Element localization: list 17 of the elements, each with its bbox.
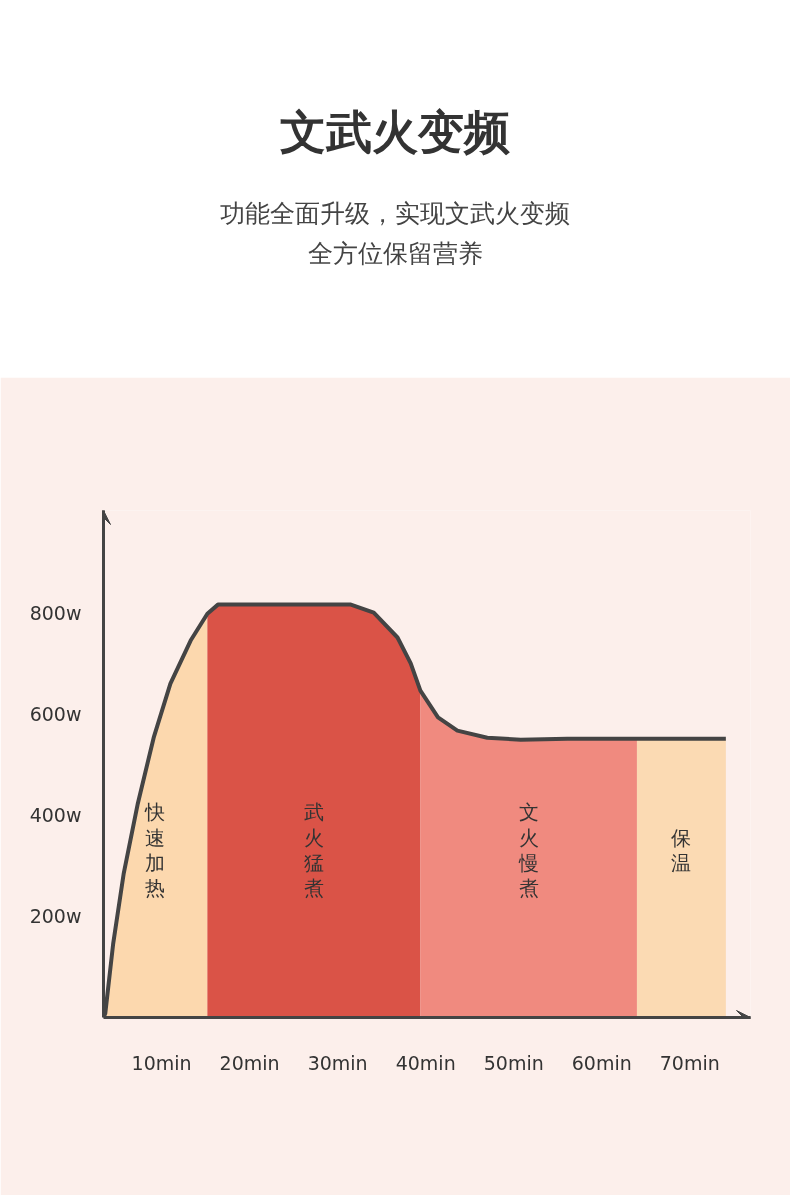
x-tick-label: 40min	[395, 1051, 456, 1074]
series-label: 文火慢煮	[517, 800, 539, 900]
x-tick-label: 30min	[307, 1051, 368, 1074]
x-tick-label: 50min	[483, 1051, 544, 1074]
x-tick-label: 60min	[571, 1051, 632, 1074]
y-tick-label: 800w	[29, 601, 82, 624]
series-label: 快速加热	[144, 800, 166, 900]
series-label: 武火猛煮	[303, 800, 324, 900]
series-label: 保温	[671, 825, 692, 875]
x-tick-label: 10min	[131, 1051, 192, 1074]
chart-subtitle: 功能全面升级，实现文武火变频全方位保留营养	[219, 197, 571, 270]
y-tick-label: 600w	[29, 702, 82, 725]
y-tick-label: 400w	[29, 804, 82, 827]
y-tick-label: 200w	[29, 905, 82, 928]
chart-title: 文武火变频	[279, 104, 511, 161]
x-tick-label: 20min	[219, 1051, 280, 1074]
x-tick-label: 70min	[659, 1051, 720, 1074]
